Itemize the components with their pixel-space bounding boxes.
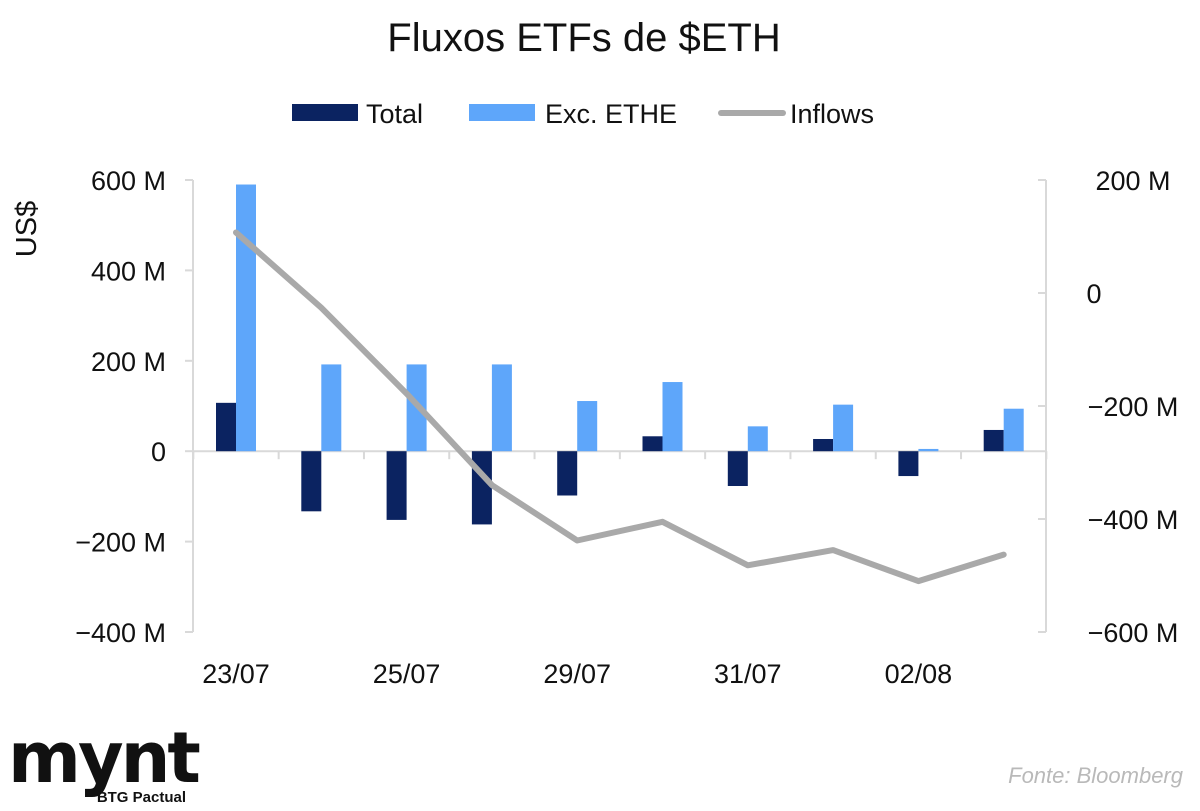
legend-label-inflows: Inflows xyxy=(790,99,874,129)
logo-subtitle: BTG Pactual xyxy=(97,789,186,806)
legend-swatch-exc-ethe xyxy=(469,104,535,121)
bar-exc-ethe-6 xyxy=(747,426,768,452)
legend-label-total: Total xyxy=(366,99,423,129)
mynt-logo: mynt BTG Pactual xyxy=(8,717,202,806)
x-tick-label: 29/07 xyxy=(543,659,611,689)
left-tick-label: −200 M xyxy=(75,528,166,558)
left-tick-label: 600 M xyxy=(91,166,166,196)
bars xyxy=(216,184,1024,525)
logo-wordmark: mynt xyxy=(8,717,199,799)
legend-label-exc-ethe: Exc. ETHE xyxy=(545,99,677,129)
x-tick-label: 23/07 xyxy=(202,659,270,689)
bar-exc-ethe-9 xyxy=(1003,408,1024,452)
tick-labels: 600 M 400 M 200 M 0 −200 M −400 M 200 M 0 −200 M… xyxy=(75,166,1178,689)
bar-total-4 xyxy=(557,451,578,496)
right-tick-label: 0 xyxy=(1086,279,1101,309)
legend: Total Exc. ETHE Inflows xyxy=(292,99,874,129)
inflows-line xyxy=(233,229,1007,585)
source-note: Fonte: Bloomberg xyxy=(1008,763,1184,788)
bar-total-0 xyxy=(216,402,236,452)
bar-exc-ethe-0 xyxy=(236,184,256,452)
bar-total-9 xyxy=(983,429,1004,452)
bar-exc-ethe-4 xyxy=(577,401,598,452)
bar-total-6 xyxy=(727,451,748,487)
bar-exc-ethe-1 xyxy=(321,364,342,452)
right-tick-label: −600 M xyxy=(1088,618,1179,648)
bar-total-1 xyxy=(301,451,322,512)
left-tick-label: 400 M xyxy=(91,256,166,286)
x-tick-label: 25/07 xyxy=(373,659,441,689)
bar-total-7 xyxy=(813,438,834,452)
bar-exc-ethe-7 xyxy=(833,404,854,452)
bar-total-3 xyxy=(471,451,492,525)
bar-total-2 xyxy=(386,451,407,520)
right-tick-label: −400 M xyxy=(1088,505,1179,535)
left-tick-label: 0 xyxy=(151,437,166,467)
bar-total-8 xyxy=(898,451,919,477)
legend-swatch-total xyxy=(292,104,358,121)
x-tick-label: 31/07 xyxy=(714,659,782,689)
left-tick-label: −400 M xyxy=(75,618,166,648)
bar-exc-ethe-8 xyxy=(918,448,939,452)
chart-title: Fluxos ETFs de $ETH xyxy=(387,16,780,60)
bar-total-5 xyxy=(642,436,663,452)
bar-exc-ethe-3 xyxy=(491,364,512,452)
right-tick-label: −200 M xyxy=(1088,392,1179,422)
inflows-line-group xyxy=(233,229,1007,585)
bar-exc-ethe-5 xyxy=(662,382,683,452)
axes xyxy=(185,179,1048,633)
left-tick-label: 200 M xyxy=(91,347,166,377)
right-tick-label: 200 M xyxy=(1095,166,1170,196)
x-tick-label: 02/08 xyxy=(885,659,953,689)
y-axis-title: US$ xyxy=(11,201,43,257)
